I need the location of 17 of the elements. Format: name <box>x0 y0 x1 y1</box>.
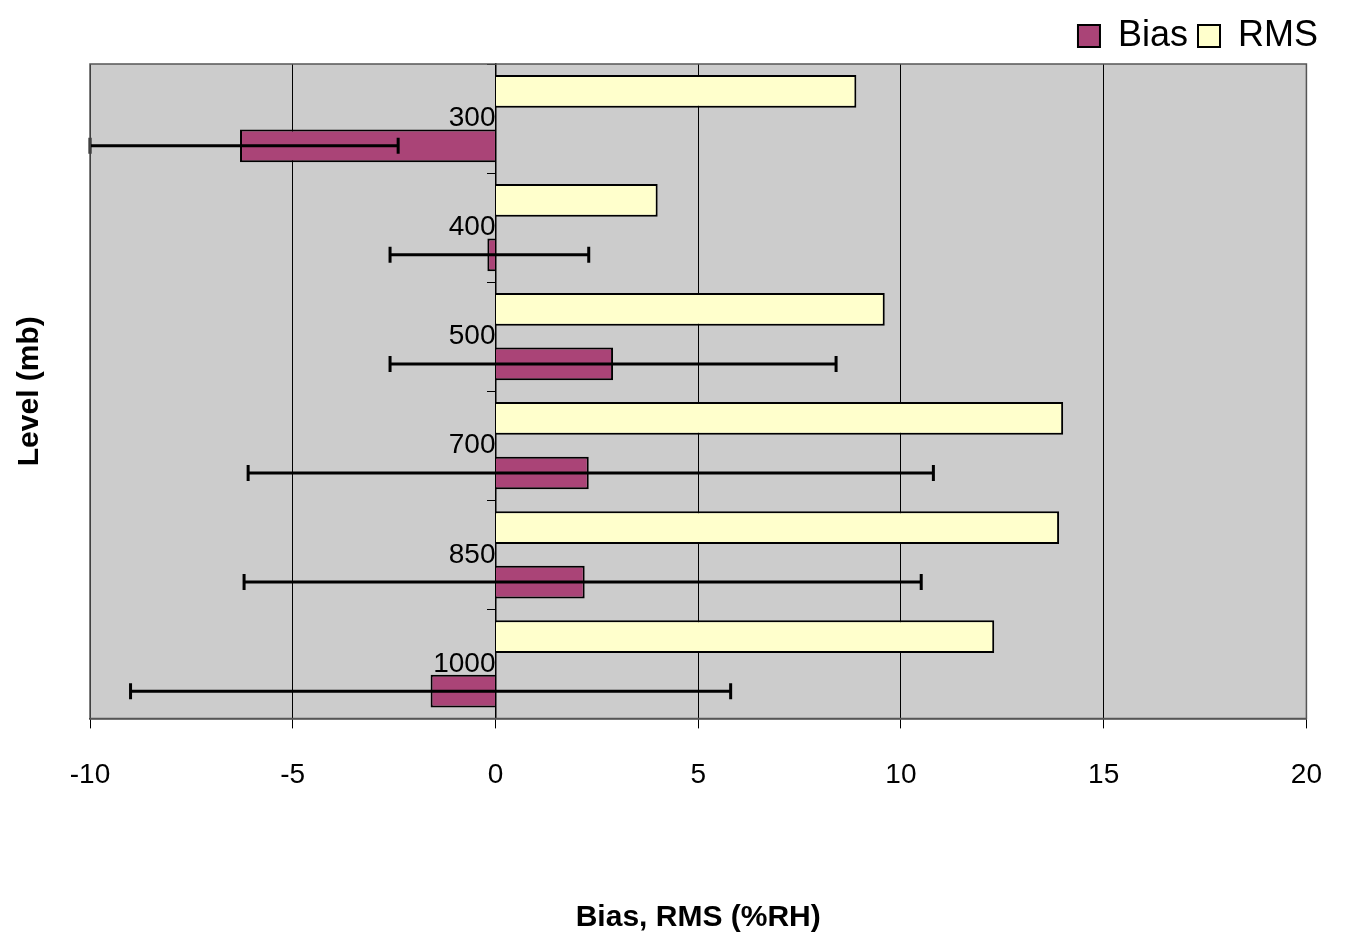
y-tick-label: 500 <box>448 319 496 351</box>
y-tick-label: 850 <box>448 537 496 569</box>
x-tick-label: 15 <box>1088 757 1120 789</box>
y-tick-label: 300 <box>448 101 496 133</box>
y-tick-label: 400 <box>448 210 496 242</box>
legend-label: RMS <box>1238 12 1318 54</box>
x-tick-label: 0 <box>487 757 504 789</box>
x-tick-label: 20 <box>1290 757 1323 789</box>
x-tick-label: 10 <box>885 757 917 789</box>
legend-label: Bias <box>1117 12 1188 54</box>
x-axis-title: Bias, RMS (%RH) <box>575 899 821 933</box>
y-tick-label: 1000 <box>433 646 496 678</box>
x-tick-label: -5 <box>280 757 306 789</box>
y-tick-label: 700 <box>448 428 496 460</box>
y-axis-title: Level (mb) <box>11 316 45 467</box>
x-tick-label: 5 <box>690 757 706 789</box>
x-tick-label: -10 <box>69 757 111 789</box>
